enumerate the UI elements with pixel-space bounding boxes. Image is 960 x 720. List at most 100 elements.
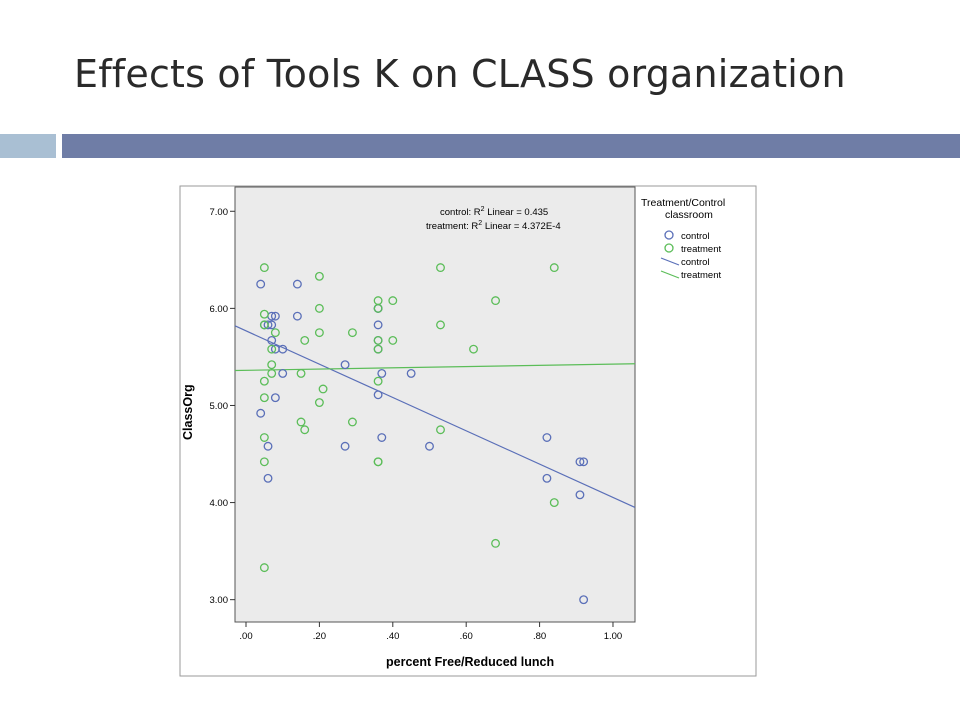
y-tick-label: 7.00 — [210, 207, 229, 218]
point-treatment — [296, 368, 306, 378]
point-treatment — [436, 263, 445, 273]
point-control — [373, 390, 383, 400]
data-points — [256, 263, 589, 605]
accent-bar-right — [62, 134, 960, 158]
point-treatment — [549, 263, 559, 273]
point-treatment — [267, 368, 277, 378]
fit-line-control — [234, 325, 636, 508]
point-control — [377, 433, 387, 442]
x-tick-label: .40 — [386, 631, 399, 642]
x-tick-label: .60 — [460, 631, 473, 642]
y-tick-label: 6.00 — [210, 304, 229, 315]
point-treatment — [373, 376, 383, 386]
point-control — [278, 368, 288, 378]
point-control — [425, 441, 434, 451]
point-treatment — [436, 320, 445, 330]
legend-control-marker-label: control — [681, 231, 710, 242]
point-control — [340, 360, 350, 370]
point-treatment — [267, 360, 277, 370]
point-treatment — [314, 398, 324, 408]
point-treatment — [318, 384, 328, 394]
x-axis-label: percent Free/Reduced lunch — [386, 655, 554, 669]
x-tick-label: 1.00 — [604, 631, 623, 642]
point-control — [575, 457, 585, 467]
legend-treatment-marker-label: treatment — [681, 244, 721, 255]
point-control — [579, 595, 589, 605]
point-treatment — [259, 376, 269, 386]
point-control — [377, 368, 387, 378]
point-treatment — [259, 309, 269, 319]
point-control — [340, 441, 350, 451]
point-treatment — [267, 344, 277, 354]
x-tick-label: .00 — [239, 631, 252, 642]
point-control — [373, 320, 383, 330]
point-treatment — [259, 393, 269, 403]
control-r2-annotation: control: R2 Linear = 0.435 — [440, 206, 548, 218]
point-treatment — [259, 563, 269, 573]
legend-control-line-label: control — [681, 257, 710, 268]
treatment-r2-annotation: treatment: R2 Linear = 4.372E-4 — [426, 220, 561, 232]
point-treatment — [296, 417, 306, 427]
r2-annotation: control: R2 Linear = 0.435 treatment: R2… — [426, 206, 561, 232]
legend-treatment-line-label: treatment — [681, 270, 721, 281]
point-treatment — [491, 296, 501, 306]
legend-title-line1: Treatment/Control — [641, 197, 725, 209]
point-treatment — [469, 344, 478, 354]
point-control — [263, 320, 273, 330]
point-control — [263, 473, 273, 483]
point-control — [579, 457, 589, 467]
point-treatment — [373, 303, 383, 313]
point-treatment — [259, 320, 269, 330]
y-tick-label: 4.00 — [210, 498, 229, 509]
point-treatment — [549, 498, 559, 508]
point-control — [542, 473, 552, 483]
point-treatment — [373, 335, 383, 345]
point-treatment — [259, 263, 269, 273]
point-treatment — [259, 457, 269, 467]
point-treatment — [270, 328, 280, 338]
y-axis: 3.00 4.00 5.00 6.00 7.00 — [210, 207, 235, 606]
point-control — [267, 335, 277, 345]
y-tick-label: 5.00 — [210, 401, 229, 412]
point-control — [270, 311, 280, 321]
point-treatment — [388, 335, 398, 345]
legend-treatment-marker — [664, 243, 674, 253]
point-treatment — [388, 296, 398, 306]
y-tick-label: 3.00 — [210, 595, 229, 606]
legend-control-line — [660, 257, 680, 266]
legend-control-marker — [664, 230, 674, 240]
point-treatment — [314, 271, 324, 281]
slide-title: Effects of Tools K on CLASS organization — [74, 52, 846, 96]
point-control — [270, 393, 280, 403]
point-control — [278, 344, 288, 354]
accent-bar-left — [0, 134, 56, 158]
y-axis-label: ClassOrg — [181, 384, 195, 440]
point-control — [406, 368, 416, 378]
legend: Treatment/Control classroom control trea… — [641, 197, 725, 281]
point-treatment — [314, 303, 324, 313]
point-treatment — [300, 425, 310, 435]
point-treatment — [259, 433, 269, 442]
point-control — [292, 279, 302, 289]
legend-title-line2: classroom — [665, 209, 713, 221]
x-tick-label: .80 — [533, 631, 546, 642]
point-control — [292, 311, 302, 321]
legend-treatment-line — [660, 270, 680, 279]
point-control — [256, 279, 266, 289]
point-treatment — [373, 344, 383, 354]
x-tick-label: .20 — [313, 631, 326, 642]
point-treatment — [436, 425, 445, 435]
point-treatment — [373, 457, 383, 467]
point-treatment — [300, 335, 310, 345]
point-treatment — [347, 328, 357, 338]
point-control — [263, 441, 273, 451]
point-treatment — [491, 538, 501, 548]
plot-area — [234, 186, 636, 623]
point-control — [575, 490, 585, 500]
point-treatment — [314, 328, 324, 338]
point-control — [542, 433, 552, 442]
point-treatment — [347, 417, 357, 427]
x-axis: .00 .20 .40 .60 .80 1.00 — [239, 622, 622, 642]
point-control — [256, 408, 266, 418]
